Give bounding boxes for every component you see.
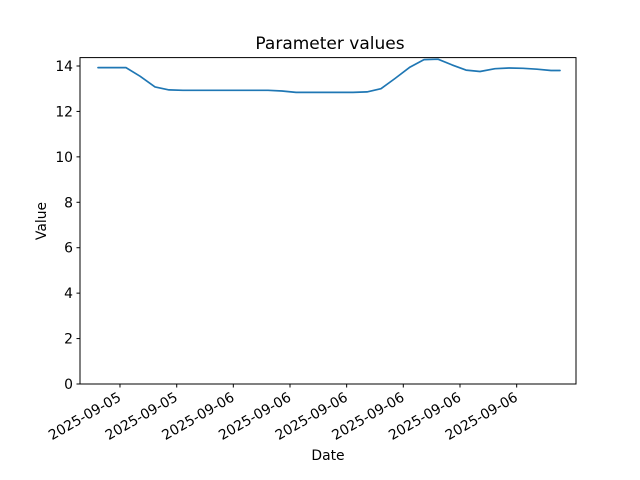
y-tick-label: 8 [64, 195, 73, 211]
y-tick-label: 0 [64, 377, 73, 393]
plot-area [79, 57, 577, 385]
y-tick-label: 12 [55, 104, 73, 120]
y-tick-label: 4 [64, 286, 73, 302]
y-tick-label: 2 [64, 332, 73, 348]
data-line-series [97, 58, 561, 94]
y-tick-label: 14 [55, 59, 73, 75]
y-axis-ticks: 0 2 4 6 8 10 12 14 [55, 59, 80, 393]
x-axis-ticks: 2025-09-052025-09-052025-09-062025-09-06… [46, 384, 521, 444]
y-tick-label: 10 [55, 150, 73, 166]
x-axis-label: Date [311, 448, 344, 464]
y-tick-label: 6 [64, 241, 73, 257]
y-axis-label: Value [34, 202, 50, 240]
chart-title: Parameter values [255, 34, 404, 54]
